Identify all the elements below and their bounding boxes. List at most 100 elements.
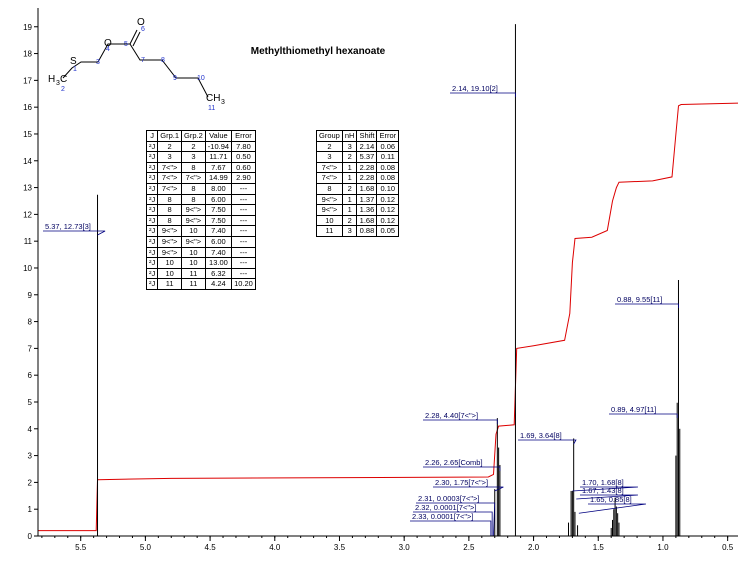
coupling-cell-error: ---: [231, 214, 256, 227]
coupling-cell-grp1: 9<">: [157, 246, 183, 259]
shift-cell-group: 11: [316, 225, 343, 237]
x-tick-label: 3.5: [334, 543, 346, 552]
coupling-cell-grp2: 10: [181, 257, 206, 269]
peak-label: 1.69, 3.64[8]: [520, 431, 562, 440]
coupling-constants-table: J Grp.1 Grp.2 Value Error ²J 2 2 -10.94 7.80…: [145, 130, 256, 290]
peak-label-leader: [609, 413, 678, 418]
peak-label: 0.89, 4.97[11]: [611, 405, 656, 414]
peak-label: 2.28, 4.40[7<">]: [425, 411, 478, 420]
coupling-cell-error: ---: [231, 204, 256, 216]
shift-cell-group: 8: [316, 182, 343, 195]
y-tick-label: 1: [28, 505, 33, 514]
peak-label: 2.14, 19.10[2]: [452, 84, 498, 93]
coupling-header-grp2: Grp.2: [181, 130, 206, 142]
y-tick-label: 16: [23, 103, 32, 112]
coupling-row: ²J 7<"> 7<"> 14.99 2.90: [145, 172, 256, 184]
y-tick-label: 13: [23, 184, 32, 193]
shift-cell-error: 0.06: [376, 140, 400, 153]
coupling-cell-grp1: 9<">: [157, 235, 183, 248]
coupling-cell-j: ²J: [145, 246, 159, 259]
atom-ester-oxygen: O: [104, 38, 112, 49]
peak-label: 2.30, 1.75[7<">]: [435, 478, 488, 487]
y-tick-label: 4: [28, 425, 33, 434]
coupling-cell-grp2: 10: [181, 225, 206, 237]
shift-row: 7<"> 1 2.28 0.08: [316, 172, 400, 184]
atom-methyl-c: C: [60, 74, 67, 85]
y-tick-label: 12: [23, 210, 32, 219]
atom-carbonyl-oxygen: O: [137, 17, 145, 28]
shift-cell-shift: 0.88: [356, 225, 378, 237]
x-tick-label: 1.5: [593, 543, 605, 552]
shift-row: 3 2 5.37 0.11: [316, 151, 400, 163]
peak-layer: [97, 24, 681, 536]
chemical-shift-table: Group nH Shift Error 2 3 2.14 0.06 3 2 5.37 0.1…: [316, 130, 400, 237]
coupling-cell-value: 4.24: [204, 278, 233, 290]
shift-cell-error: 0.11: [376, 151, 400, 163]
y-tick-label: 8: [28, 318, 33, 327]
shift-cell-shift: 2.28: [356, 172, 378, 184]
coupling-cell-error: ---: [231, 235, 256, 248]
peak-label-leader: [410, 520, 492, 536]
y-tick-label: 14: [23, 157, 32, 166]
x-tick-label: 4.5: [205, 543, 217, 552]
coupling-cell-value: 7.40: [204, 225, 233, 237]
atom-sulfur: S: [70, 56, 77, 67]
shift-cell-error: 0.12: [376, 214, 400, 227]
peak-label-leader: [578, 503, 647, 514]
coupling-cell-grp1: 7<">: [157, 182, 183, 195]
x-tick-label: 1.0: [657, 543, 669, 552]
shift-table-header-row: Group nH Shift Error: [316, 130, 400, 142]
peak-label-leader: [433, 486, 504, 492]
shift-row: 9<"> 1 1.36 0.12: [316, 204, 400, 216]
coupling-cell-j: ²J: [145, 257, 159, 269]
shift-cell-group: 7<">: [316, 161, 343, 174]
peak-label: 2.26, 2.65[Comb]: [425, 458, 483, 467]
coupling-cell-value: 6.00: [204, 235, 233, 248]
shift-cell-shift: 5.37: [356, 151, 378, 163]
shift-cell-shift: 2.28: [356, 161, 378, 174]
coupling-cell-grp1: 11: [157, 278, 183, 290]
coupling-cell-error: 2.90: [231, 172, 256, 184]
coupling-cell-grp1: 7<">: [157, 161, 183, 174]
coupling-cell-grp2: 7<">: [181, 172, 206, 184]
coupling-row: ²J 2 2 -10.94 7.80: [145, 140, 256, 153]
coupling-cell-j: ²J: [145, 214, 159, 227]
atom-number-9: 9: [173, 75, 177, 82]
y-tick-label: 6: [28, 371, 33, 380]
peak-label: 2.31, 0.0003[7<">]: [418, 494, 479, 503]
coupling-cell-grp1: 7<">: [157, 172, 183, 184]
coupling-cell-value: -10.94: [204, 140, 233, 153]
shift-cell-shift: 1.68: [356, 182, 378, 195]
coupling-cell-grp2: 9<">: [181, 235, 206, 248]
shift-cell-nh: 2: [341, 182, 358, 195]
shift-table-body: 2 3 2.14 0.06 3 2 5.37 0.11 7<"> 1 2.28 0.08 7<"> 1 2.…: [316, 140, 400, 237]
atom-number-4: 4: [106, 46, 110, 53]
atom-terminal-ch3: CH: [206, 93, 220, 104]
shift-row: 2 3 2.14 0.06: [316, 140, 400, 153]
shift-cell-nh: 3: [341, 225, 358, 237]
coupling-header-grp1: Grp.1: [157, 130, 183, 142]
shift-header-nh: nH: [341, 130, 358, 142]
coupling-table-body: ²J 2 2 -10.94 7.80 ²J 3 3 11.71 0.50 ²J 7<"> 8 7.67 0.…: [145, 140, 256, 290]
coupling-cell-j: ²J: [145, 267, 159, 280]
x-tick-label: 3.0: [399, 543, 411, 552]
coupling-cell-value: 6.00: [204, 193, 233, 206]
peak-label-leader: [43, 230, 106, 236]
coupling-cell-error: ---: [231, 257, 256, 269]
peak-label: 5.37, 12.73[3]: [45, 222, 91, 231]
coupling-cell-grp2: 2: [181, 140, 206, 153]
coupling-cell-error: 0.50: [231, 151, 256, 163]
x-tick-label: 5.5: [75, 543, 87, 552]
coupling-row: ²J 8 8 6.00 ---: [145, 193, 256, 206]
atom-number-11: 11: [208, 105, 215, 112]
atom-number-6: 6: [141, 26, 145, 33]
coupling-row: ²J 10 11 6.32 ---: [145, 267, 256, 280]
coupling-header-value: Value: [204, 130, 233, 142]
shift-cell-shift: 1.37: [356, 193, 378, 206]
y-tick-label: 3: [28, 452, 33, 461]
coupling-cell-j: ²J: [145, 140, 159, 153]
y-tick-label: 18: [23, 50, 32, 59]
coupling-cell-grp2: 8: [181, 182, 206, 195]
